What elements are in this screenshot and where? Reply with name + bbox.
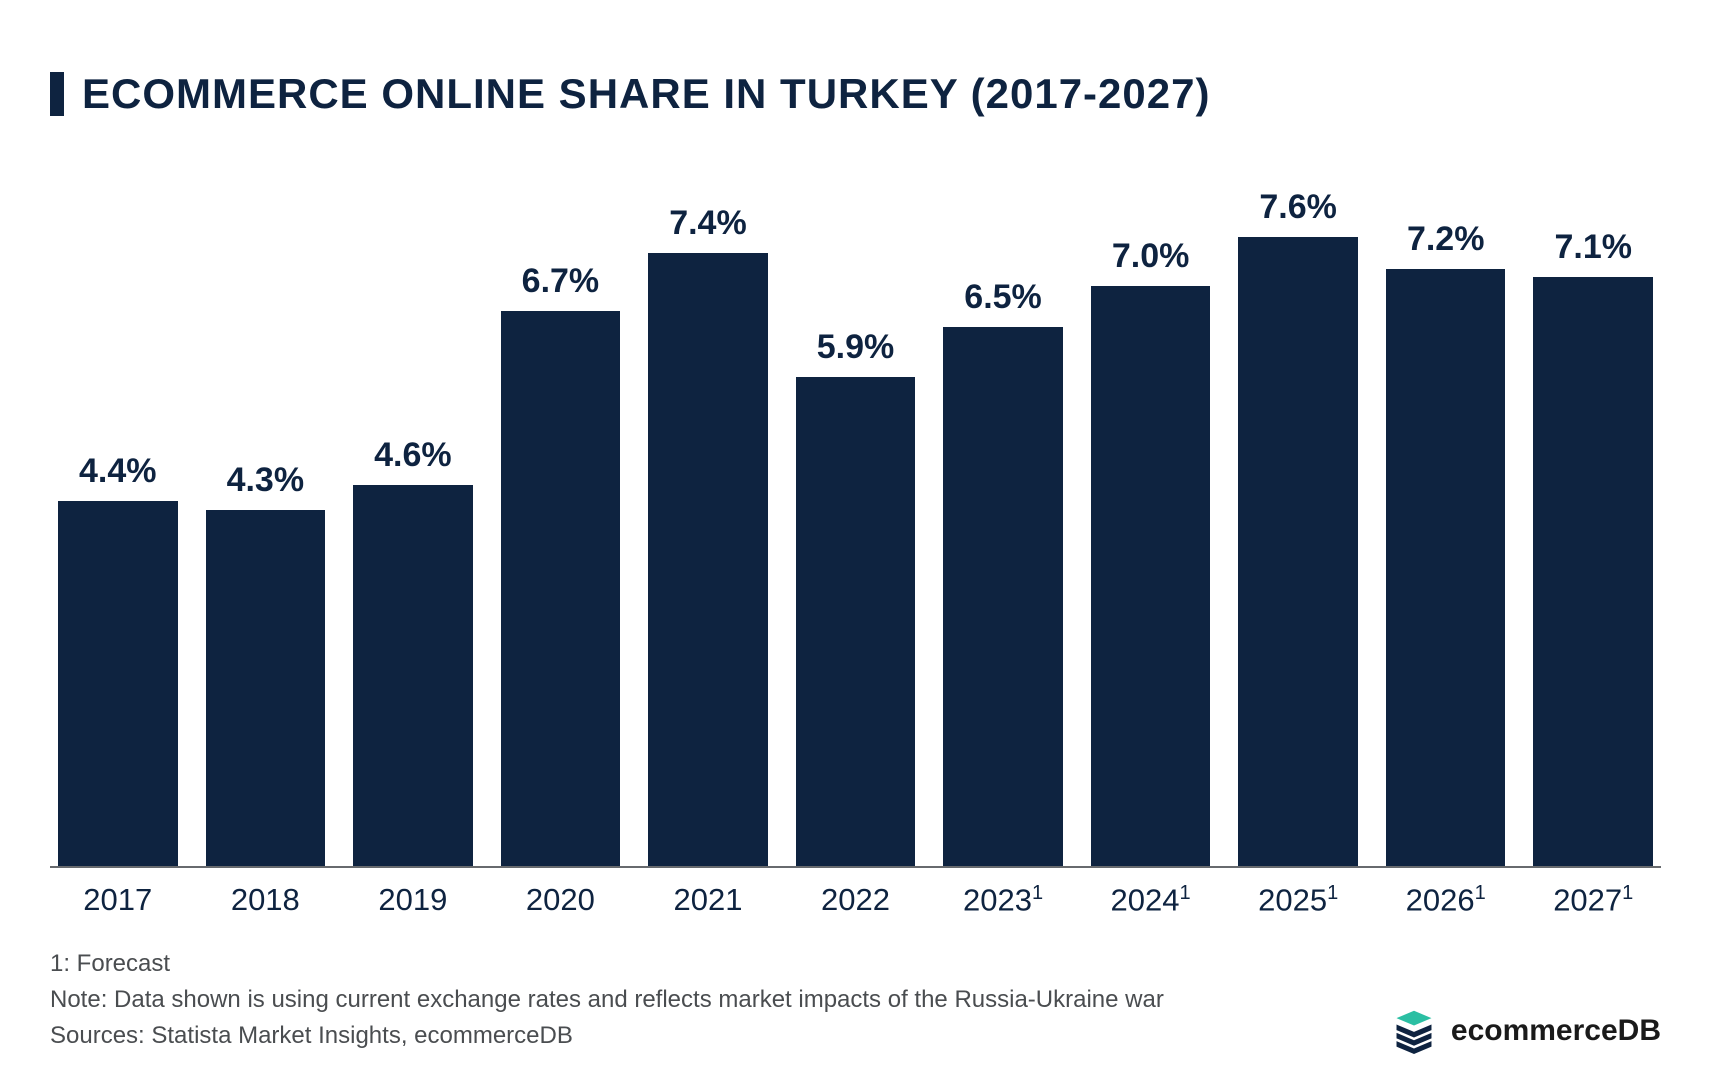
bar-value-label: 4.6% (374, 436, 452, 475)
bar-value-label: 7.2% (1407, 220, 1485, 259)
bar-value-label: 6.5% (964, 278, 1042, 317)
x-axis-label: 20261 (1386, 882, 1506, 918)
footnote-line: 1: Forecast (50, 946, 1164, 982)
bar-chart: 4.4% 4.3% 4.6% 6.7% 7.4% 5.9% 6.5% 7.0% 7.6% 7.2%… (50, 188, 1661, 868)
x-axis-label: 20251 (1238, 882, 1358, 918)
bar-value-label: 7.6% (1259, 188, 1337, 227)
bar (58, 501, 178, 866)
x-axis-label: 2022 (796, 882, 916, 918)
bar-slot: 7.4% (648, 188, 768, 866)
footnotes: 1: Forecast Note: Data shown is using cu… (50, 946, 1164, 1054)
bar (206, 510, 326, 866)
brand-badge: ecommerceDB (1391, 1008, 1661, 1054)
bar (943, 327, 1063, 866)
x-axis-labels: 2017 2018 2019 2020 2021 2022 20231 20241 20251 2… (50, 868, 1661, 918)
x-axis-label: 2020 (501, 882, 621, 918)
footnote-line: Note: Data shown is using current exchan… (50, 982, 1164, 1018)
x-axis-label: 20241 (1091, 882, 1211, 918)
chart-title-row: ECOMMERCE ONLINE SHARE IN TURKEY (2017-2… (50, 70, 1661, 118)
brand-name: ecommerceDB (1451, 1014, 1661, 1048)
bar-slot: 7.0% (1091, 188, 1211, 866)
bar-value-label: 5.9% (817, 328, 895, 367)
bar-slot: 7.2% (1386, 188, 1506, 866)
chart-title: ECOMMERCE ONLINE SHARE IN TURKEY (2017-2… (82, 70, 1210, 118)
bar-slot: 6.7% (501, 188, 621, 866)
x-axis-label: 2018 (206, 882, 326, 918)
x-axis-label: 2017 (58, 882, 178, 918)
x-axis-label: 20271 (1533, 882, 1653, 918)
bar (1238, 237, 1358, 866)
bar-value-label: 7.4% (669, 204, 747, 243)
bar-slot: 4.4% (58, 188, 178, 866)
bar (353, 485, 473, 866)
x-axis-label: 20231 (943, 882, 1063, 918)
x-axis-label: 2019 (353, 882, 473, 918)
bar (1091, 286, 1211, 866)
bar-slot: 4.3% (206, 188, 326, 866)
bar-slot: 6.5% (943, 188, 1063, 866)
bar (796, 377, 916, 866)
brand-logo-icon (1391, 1008, 1437, 1054)
bar-value-label: 7.1% (1554, 228, 1632, 267)
bar (648, 253, 768, 866)
x-axis-label: 2021 (648, 882, 768, 918)
title-marker (50, 72, 64, 116)
bar-slot: 7.1% (1533, 188, 1653, 866)
bar-slot: 4.6% (353, 188, 473, 866)
bar-slot: 7.6% (1238, 188, 1358, 866)
bar-value-label: 4.4% (79, 452, 157, 491)
chart-footer: 1: Forecast Note: Data shown is using cu… (50, 946, 1661, 1054)
bar-value-label: 4.3% (227, 461, 305, 500)
bar (1533, 277, 1653, 866)
footnote-line: Sources: Statista Market Insights, ecomm… (50, 1018, 1164, 1054)
bar-slot: 5.9% (796, 188, 916, 866)
bar-value-label: 7.0% (1112, 237, 1190, 276)
bar-value-label: 6.7% (522, 262, 600, 301)
bar (501, 311, 621, 866)
bar (1386, 269, 1506, 866)
